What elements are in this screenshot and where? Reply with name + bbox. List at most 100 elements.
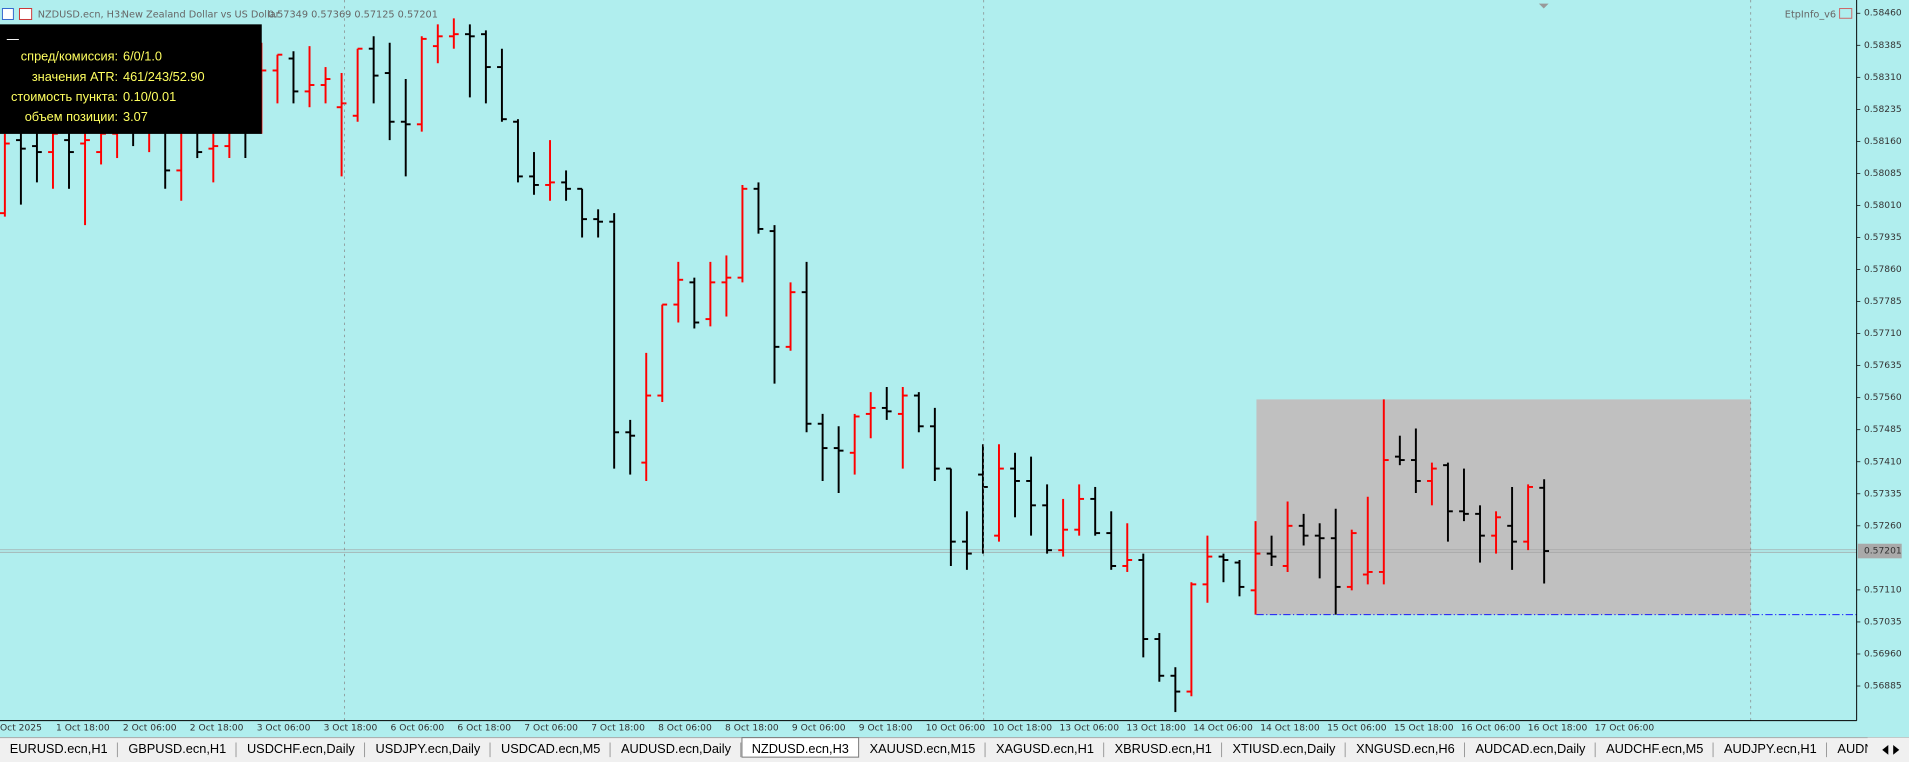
- tab-label[interactable]: XBRUSD.ecn,H1: [1115, 741, 1212, 756]
- tab-background[interactable]: [365, 738, 491, 758]
- price-bar: [721, 255, 732, 317]
- price-bar: [577, 187, 587, 238]
- y-tick-label: 0.58310: [1864, 73, 1902, 83]
- price-bar: [1202, 535, 1213, 603]
- price-bar: [1138, 553, 1149, 658]
- tab-background[interactable]: [859, 738, 986, 758]
- x-tick-label: 3 Oct 18:00: [324, 723, 378, 733]
- collapse-button[interactable]: —: [6, 32, 19, 47]
- tab-label[interactable]: EURUSD.ecn,H1: [10, 741, 108, 756]
- y-tick-label: 0.57635: [1864, 361, 1902, 371]
- x-tick-label: 14 Oct 18:00: [1260, 723, 1320, 733]
- price-bar: [1186, 582, 1197, 697]
- price-bar: [497, 48, 507, 122]
- price-bar: [545, 140, 555, 201]
- price-bar: [1026, 456, 1036, 536]
- tab-label[interactable]: XAUUSD.ecn,M15: [870, 741, 976, 756]
- y-tick-label: 0.57260: [1864, 521, 1902, 531]
- price-bar: [448, 18, 459, 49]
- tab-label[interactable]: USDJPY.ecn,Daily: [375, 741, 480, 756]
- tab-background[interactable]: [491, 738, 611, 758]
- chart-icon[interactable]: [18, 8, 33, 20]
- tab-label[interactable]: NZDUSD.ecn,H3: [752, 741, 849, 756]
- tab-background[interactable]: [1714, 738, 1827, 758]
- tab-scroll-left[interactable]: [1882, 744, 1889, 755]
- tab-label[interactable]: USDCHF.ecn,Daily: [247, 741, 355, 756]
- price-bar: [1090, 486, 1101, 536]
- price-bar: [1523, 484, 1533, 551]
- current-price-label: 0.57201: [1864, 547, 1902, 557]
- tab-background[interactable]: [1346, 738, 1465, 758]
- tab-background[interactable]: [0, 738, 118, 758]
- tab[interactable]: AUDUSD.ecn,Daily: [611, 738, 742, 758]
- y-tick-label: 0.56960: [1864, 649, 1902, 659]
- tab-label[interactable]: XAGUSD.ecn,H1: [996, 741, 1094, 756]
- tab-label[interactable]: USDCAD.ecn,M5: [501, 741, 600, 756]
- price-bar: [1346, 529, 1357, 591]
- info-panel-background: [0, 24, 262, 134]
- tab[interactable]: USDCAD.ecn,M5: [491, 738, 611, 758]
- price-bar: [753, 182, 764, 234]
- price-bar: [1282, 501, 1293, 572]
- price-bar: [1314, 523, 1325, 579]
- tab[interactable]: XNGUSD.ecn,H6: [1346, 738, 1465, 758]
- tab-background[interactable]: [611, 738, 741, 758]
- x-tick-label: 13 Oct 06:00: [1060, 723, 1120, 733]
- tab-background[interactable]: [1596, 738, 1714, 758]
- tab-background[interactable]: [118, 738, 237, 758]
- price-bar: [689, 277, 700, 329]
- tab[interactable]: USDCHF.ecn,Daily: [237, 738, 366, 758]
- y-tick-label: 0.58010: [1864, 201, 1902, 211]
- tab-label[interactable]: XTIUSD.ecn,Daily: [1233, 741, 1336, 756]
- x-tick-label: 10 Oct 18:00: [993, 723, 1053, 733]
- y-tick-label: 0.57335: [1864, 489, 1902, 499]
- tab[interactable]: USDJPY.ecn,Daily: [365, 738, 491, 758]
- price-bar: [865, 392, 876, 439]
- price-bar: [0, 133, 10, 217]
- tab[interactable]: XAUUSD.ecn,M15: [859, 738, 986, 758]
- info-label: объем позиции:: [25, 109, 118, 124]
- tab-background[interactable]: [741, 737, 860, 758]
- range-box: [1256, 399, 1751, 615]
- tab-background[interactable]: [1465, 738, 1596, 758]
- tab-scroll-right[interactable]: [1893, 744, 1900, 755]
- tab[interactable]: XAGUSD.ecn,H1: [986, 738, 1105, 758]
- tab-label[interactable]: GBPUSD.ecn,H1: [128, 741, 226, 756]
- x-tick-label: 16 Oct 06:00: [1461, 723, 1521, 733]
- price-bar: [737, 184, 748, 283]
- y-tick-label: 0.56885: [1864, 682, 1902, 692]
- price-bar: [1427, 462, 1437, 506]
- tab[interactable]: XTIUSD.ecn,Daily: [1222, 738, 1346, 758]
- price-bar: [1010, 452, 1020, 518]
- tab[interactable]: AUDJPY.ecn,H1: [1714, 738, 1827, 758]
- price-bar: [1443, 462, 1453, 542]
- price-bar: [609, 213, 620, 469]
- menu-icon[interactable]: [1, 8, 14, 20]
- y-tick-label: 0.57935: [1864, 233, 1902, 243]
- y-tick-label: 0.58160: [1864, 137, 1902, 147]
- tab-background[interactable]: [986, 738, 1104, 758]
- tab-label[interactable]: AUDJPY.ecn,H1: [1724, 741, 1817, 756]
- indicator-icon[interactable]: [1839, 8, 1853, 19]
- tab-label[interactable]: AUDCHF.ecn,M5: [1606, 741, 1703, 756]
- x-tick-label: 8 Oct 06:00: [658, 723, 712, 733]
- tab-background[interactable]: [1222, 738, 1346, 758]
- tab-label[interactable]: XNGUSD.ecn,H6: [1356, 741, 1455, 756]
- tab-background[interactable]: [237, 738, 365, 758]
- tab[interactable]: XBRUSD.ecn,H1: [1104, 738, 1223, 758]
- tab-label[interactable]: AUDCAD.ecn,Daily: [1475, 741, 1586, 756]
- price-bar: [929, 407, 940, 481]
- shift-marker: [1538, 3, 1549, 9]
- tab-label[interactable]: AUDUSD.ecn,Daily: [621, 741, 732, 756]
- tab-background[interactable]: [1104, 738, 1222, 758]
- current-price-tag: [1857, 543, 1902, 559]
- tab[interactable]: NZDUSD.ecn,H3: [741, 737, 860, 758]
- price-bar: [994, 444, 1004, 542]
- tab[interactable]: EURUSD.ecn,H1: [0, 738, 118, 758]
- price-bar: [368, 36, 379, 104]
- price-bar: [1378, 399, 1389, 585]
- tab[interactable]: AUDCAD.ecn,Daily: [1465, 738, 1596, 758]
- tab[interactable]: AUDCHF.ecn,M5: [1596, 738, 1714, 758]
- tab[interactable]: GBPUSD.ecn,H1: [118, 738, 237, 758]
